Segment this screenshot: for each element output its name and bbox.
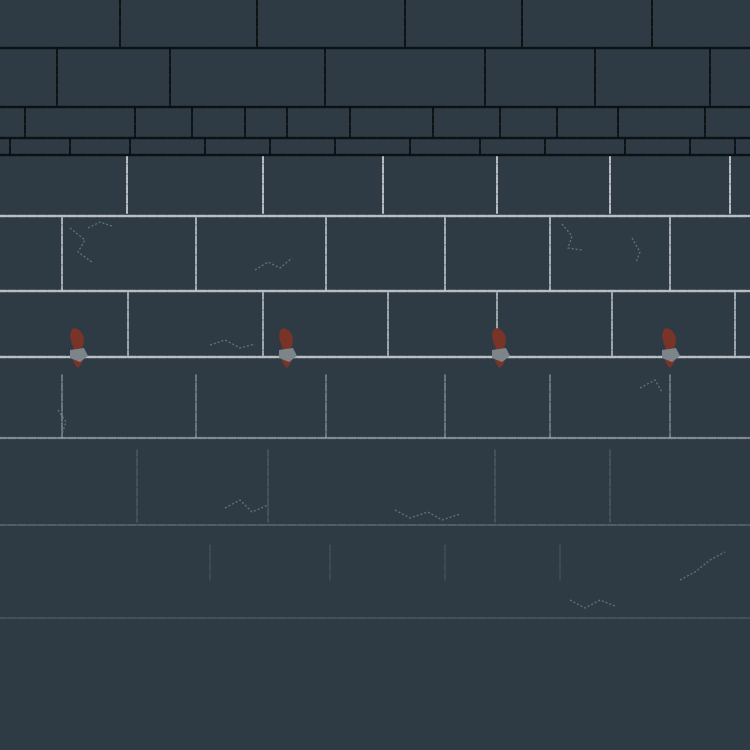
torch <box>279 328 297 368</box>
torch-bracket-icon <box>279 348 297 362</box>
wall-crack <box>631 237 641 263</box>
wall-crack <box>57 409 67 435</box>
torch <box>492 328 510 368</box>
wall-crack <box>209 339 256 349</box>
torch <box>70 328 88 368</box>
torch <box>662 328 680 368</box>
torch-bracket-icon <box>662 348 680 362</box>
wall-crack <box>254 257 293 271</box>
wall-crack <box>69 227 93 263</box>
wall-crack <box>87 221 113 229</box>
wall-crack <box>561 223 583 251</box>
wall-crack <box>569 599 616 609</box>
wall-cracks <box>57 221 726 609</box>
brick-wall <box>0 0 750 619</box>
wall-crack <box>679 551 726 581</box>
torch-bracket-icon <box>70 348 88 362</box>
torches <box>70 328 680 368</box>
wall-crack <box>224 499 269 513</box>
torch-bracket-icon <box>492 348 510 362</box>
wall-crack <box>639 379 663 393</box>
